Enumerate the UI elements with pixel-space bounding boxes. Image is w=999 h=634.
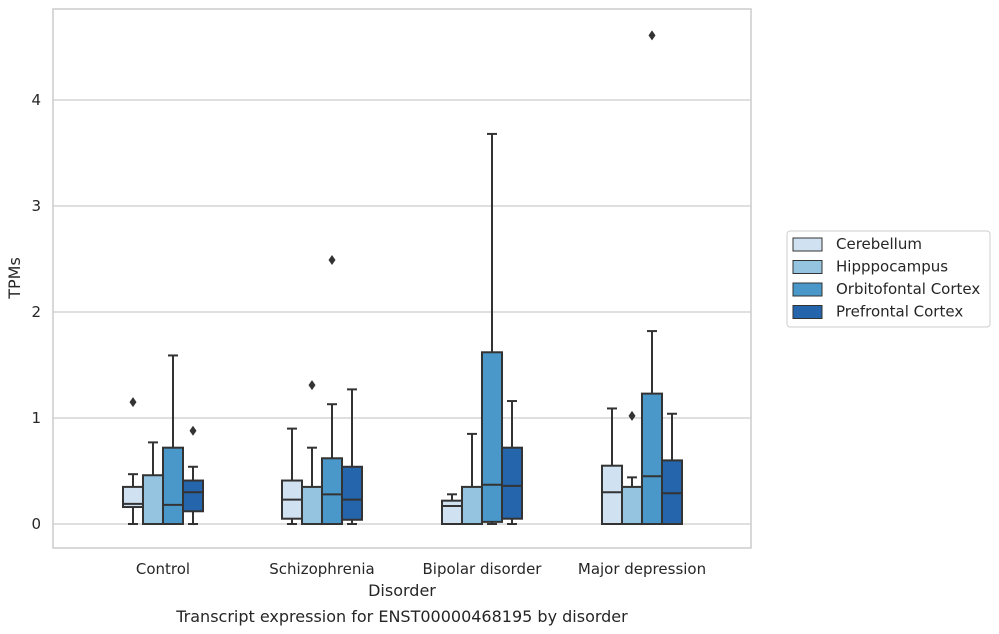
- outlier-point: [189, 425, 197, 436]
- x-tick-label: Bipolar disorder: [423, 560, 543, 578]
- chart-caption: Transcript expression for ENST0000046819…: [175, 607, 628, 626]
- outlier-point: [628, 410, 636, 421]
- y-tick-label: 3: [31, 197, 41, 215]
- box-body: [601, 464, 623, 526]
- legend-swatch: [792, 305, 823, 319]
- y-tick-labels: 0 1 2 3 4: [31, 91, 41, 533]
- box-prefrontal-cortex-1: [341, 388, 363, 525]
- legend-label: Cerebellum: [836, 235, 922, 253]
- plot-frame: [52, 8, 752, 549]
- box-orbitofontal-cortex-2: [481, 132, 503, 525]
- box-hipppocampus-0: [142, 441, 164, 525]
- box-body: [162, 446, 184, 525]
- box-body: [441, 499, 463, 525]
- legend-swatch: [792, 260, 823, 274]
- box-body: [341, 465, 363, 521]
- x-tick-label: Schizophrenia: [269, 560, 374, 578]
- legend-label: Orbitofontal Cortex: [836, 280, 980, 298]
- y-tick-label: 2: [31, 303, 41, 321]
- y-tick-label: 0: [31, 515, 41, 533]
- box-orbitofontal-cortex-1: [321, 255, 343, 525]
- box-hipppocampus-2: [461, 432, 483, 525]
- outlier-point: [648, 30, 656, 41]
- box-prefrontal-cortex-2: [501, 400, 523, 525]
- box-prefrontal-cortex-3: [661, 412, 683, 525]
- box-cerebellum-1: [281, 427, 303, 525]
- x-tick-label: Major depression: [578, 560, 706, 578]
- box-body: [501, 446, 523, 520]
- x-tick-label: Control: [136, 560, 190, 578]
- box-body: [301, 485, 323, 525]
- outlier-point: [328, 255, 336, 266]
- box-hipppocampus-3: [621, 410, 643, 525]
- box-body: [641, 392, 663, 525]
- box-body: [621, 485, 643, 525]
- box-body: [321, 457, 343, 525]
- box-body: [481, 351, 503, 523]
- box-cerebellum-3: [601, 407, 623, 526]
- legend-frame: [786, 230, 991, 328]
- box-hipppocampus-1: [301, 380, 323, 525]
- box-orbitofontal-cortex-3: [641, 30, 663, 525]
- legend-label: Prefrontal Cortex: [836, 303, 963, 321]
- outlier-point: [129, 397, 137, 408]
- y-tick-label: 1: [31, 409, 41, 427]
- box-orbitofontal-cortex-0: [162, 354, 184, 525]
- box-body: [661, 459, 683, 525]
- y-axis-title: TPMs: [5, 257, 24, 300]
- outlier-point: [308, 380, 316, 391]
- box-body: [461, 485, 483, 525]
- box-cerebellum-2: [441, 493, 463, 525]
- legend-label: Hipppocampus: [836, 258, 948, 276]
- box-prefrontal-cortex-0: [182, 425, 204, 525]
- plot-marks: [122, 30, 683, 526]
- legend-swatch: [792, 282, 823, 297]
- legend-swatch: [792, 237, 823, 252]
- legend: Cerebellum Hipppocampus Orbitofontal Corte…: [786, 230, 991, 328]
- x-tick-labels: Control Schizophrenia Bipolar disorder Majo…: [136, 560, 706, 578]
- x-axis-title: Disorder: [368, 581, 436, 600]
- box-cerebellum-0: [122, 397, 144, 525]
- box-body: [142, 474, 164, 525]
- box-body: [182, 479, 204, 513]
- y-tick-label: 4: [31, 91, 41, 109]
